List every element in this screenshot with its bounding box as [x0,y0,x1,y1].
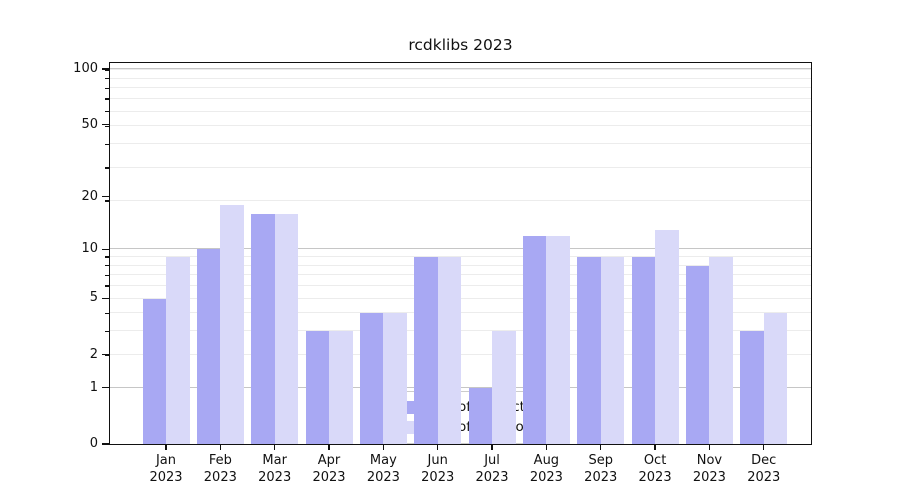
x-tick [763,444,765,450]
gridline-minor [110,166,811,168]
x-tick-label: Nov 2023 [692,453,726,485]
x-tick [654,444,656,450]
x-tick-label: Jun 2023 [421,453,455,485]
bar-downloads-feb [220,204,244,444]
y-tick [102,443,109,445]
y-minor-tick [105,265,109,267]
x-tick [382,444,385,450]
x-tick [273,444,276,450]
bar-ips-sep [577,257,601,444]
y-minor-tick [105,200,109,202]
bar-ips-aug [522,235,547,444]
y-tick-label: 10 [81,241,98,257]
x-tick-label: Dec 2023 [747,453,781,485]
x-tick [545,444,548,450]
x-tick-label: Oct 2023 [638,453,672,485]
y-minor-tick [105,125,109,128]
y-tick-label: 1 [89,379,98,395]
y-minor-tick [105,87,109,89]
y-minor-tick [105,354,109,356]
x-tick [708,444,711,450]
y-minor-tick [105,297,109,300]
x-tick-label: Sep 2023 [584,453,618,485]
y-tick-label: 100 [73,61,98,77]
plot-frame [108,61,812,445]
y-minor-tick [105,312,109,315]
x-tick-label: May 2023 [366,453,400,485]
gridline-major [110,248,811,250]
bar-downloads-jun [437,257,462,444]
y-minor-tick [105,167,109,169]
bar-ips-jun [414,257,438,444]
bar-ips-mar [251,213,275,444]
y-minor-tick [105,69,109,71]
bar-downloads-jan [166,257,190,444]
y-minor-tick [105,143,109,146]
bar-ips-dec [740,331,764,444]
y-minor-tick [105,110,109,113]
y-tick-label: 50 [81,116,98,132]
y-tick-label: 20 [81,188,98,204]
x-tick-label: Aug 2023 [529,453,563,485]
bar-downloads-apr [329,331,353,444]
bar-downloads-jul [492,331,516,444]
bar-ips-may [359,313,384,444]
gridline-minor [110,110,811,112]
gridline-minor [110,69,811,70]
y-tick-label: 2 [89,346,98,362]
gridline-minor [110,77,811,79]
y-tick [102,387,109,389]
y-tick [102,248,109,250]
gridline-major [110,68,811,70]
bar-ips-apr [305,331,330,444]
gridline-minor [110,87,811,89]
y-minor-tick [105,330,109,333]
y-tick-label: 5 [89,290,98,306]
x-tick-label: Jul 2023 [475,453,509,485]
x-tick-label: Apr 2023 [312,453,346,485]
y-minor-tick [105,78,109,80]
bar-downloads-sep [600,257,625,444]
y-minor-tick [105,274,109,276]
bar-downloads-aug [546,235,570,444]
gridline-minor [110,143,811,145]
plot-area: Nb of distinct IPs Nb of downloads [110,63,811,444]
bar-ips-jan [142,298,166,444]
gridline-minor [110,97,811,99]
gridline-minor [110,256,811,257]
x-tick-label: Mar 2023 [258,453,292,485]
y-tick [102,123,109,126]
y-tick [102,68,109,70]
bar-downloads-nov [709,257,733,444]
bar-downloads-mar [274,213,299,444]
chart-title: rcdklibs 2023 [408,36,513,54]
x-tick [328,444,330,450]
bar-ips-oct [631,257,656,444]
bar-ips-feb [196,249,221,444]
bar-downloads-may [383,313,407,444]
bar-downloads-dec [763,313,788,444]
bar-ips-jul [468,387,493,444]
x-tick [165,444,167,450]
y-minor-tick [105,285,109,287]
x-tick [437,444,439,450]
gridline-minor [110,125,811,127]
x-tick [600,444,602,450]
x-tick-label: Feb 2023 [203,453,237,485]
bar-downloads-oct [655,229,679,444]
y-minor-tick [105,256,109,258]
gridline-minor [110,199,811,201]
x-tick [219,444,222,450]
x-tick-label: Jan 2023 [149,453,183,485]
bar-ips-nov [685,265,710,444]
x-tick [491,444,493,450]
y-minor-tick [105,98,109,100]
y-tick [102,196,109,198]
y-tick-label: 0 [89,436,98,451]
